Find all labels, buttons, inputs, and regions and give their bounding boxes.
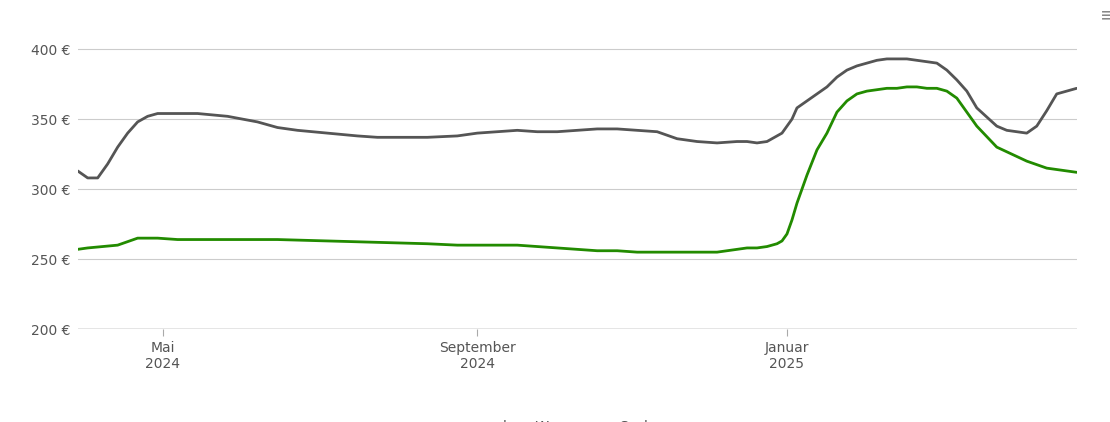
- Legend: lose Ware, Sackware: lose Ware, Sackware: [463, 414, 692, 422]
- Text: ≡: ≡: [1100, 5, 1110, 25]
